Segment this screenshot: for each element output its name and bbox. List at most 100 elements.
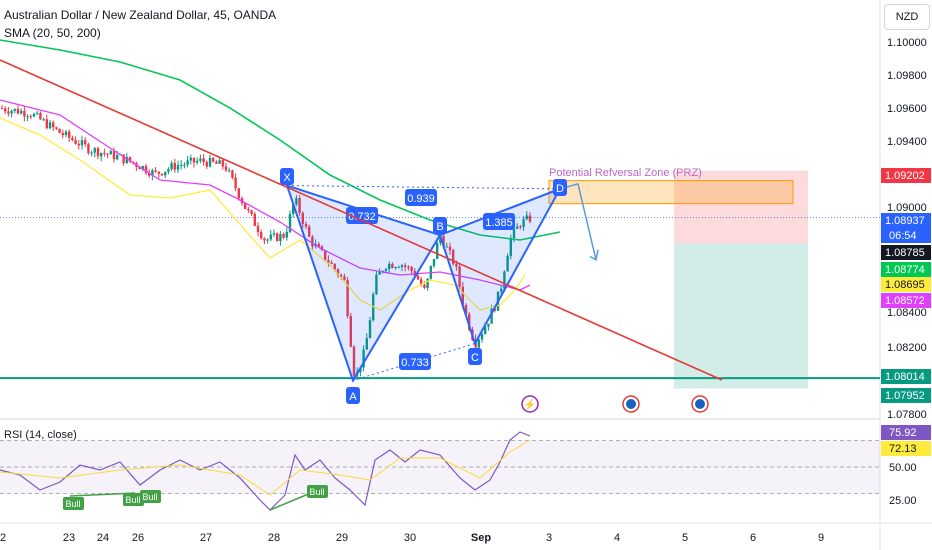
candle-body [432, 258, 436, 266]
candle-body [64, 131, 68, 136]
bull-label: Bull [65, 499, 80, 509]
rsi-pane: Bull Bull Bull Bull [0, 431, 531, 511]
candle-body [125, 157, 128, 164]
candle-body [260, 232, 263, 239]
candle-body [263, 238, 266, 241]
price-badge: 1.08785 [885, 247, 925, 259]
candle-body [311, 236, 314, 247]
candle-body [416, 275, 420, 280]
candle-body [509, 238, 512, 256]
candle-body [301, 213, 304, 224]
price-badge-bg [881, 213, 931, 243]
candle-body [308, 226, 311, 237]
candle-body [23, 110, 26, 117]
point-label-a: A [349, 391, 357, 403]
harmonic-pattern: X A B C D 0.732 0.939 1.385 0.733 Potential Refve… [280, 167, 702, 404]
candle-body [410, 266, 413, 272]
rsi-badge-bg [881, 441, 931, 456]
price-tick-label: 1.09600 [887, 103, 927, 115]
candle-body [292, 204, 295, 215]
candle-body [365, 338, 368, 350]
candle-body [512, 228, 516, 239]
candle-body [455, 263, 458, 267]
currency-badge[interactable]: NZD [884, 4, 930, 30]
rsi-badge: 72.13 [889, 443, 917, 455]
candle-body [340, 274, 343, 277]
indicator-legend[interactable]: SMA (20, 50, 200) [4, 26, 101, 40]
price-tick-label: 1.09000 [887, 202, 927, 214]
candle-body [244, 203, 247, 210]
point-label-b: B [436, 221, 443, 233]
bull-label-bg [63, 497, 84, 510]
candle-body [84, 140, 87, 145]
candle-body [375, 274, 378, 295]
candle-body [400, 265, 404, 268]
candle-body [205, 162, 208, 167]
rsi-legend[interactable]: RSI (14, close) [4, 429, 77, 441]
candle-body [404, 265, 407, 267]
prz-box [548, 180, 794, 205]
price-badge-bg [881, 277, 931, 292]
bull-label-bg [307, 485, 328, 498]
candle-body [420, 279, 423, 286]
trade-zones [0, 170, 880, 389]
time-tick-label: 29 [336, 532, 348, 544]
ratio-label-bg [405, 189, 437, 206]
flag-glyph-icon [626, 399, 636, 409]
candle-body [218, 160, 221, 164]
candle-body [189, 157, 192, 161]
price-badge: 1.08695 [885, 279, 925, 291]
rsi-badge-bg [881, 425, 931, 440]
price-labels: 1.09202 1.08937 1.08785 1.08774 1.08695 1.085… [881, 168, 931, 456]
candle-body [436, 242, 439, 259]
prz-annotation: Potential Refversal Zone (PRZ) [549, 167, 702, 179]
candle-body [90, 152, 93, 154]
price-tick-label: 1.08400 [887, 307, 927, 319]
bull-label: Bull [125, 495, 140, 505]
bull-label-bg [123, 493, 144, 506]
projection-arrowhead [589, 249, 599, 261]
candle-body [324, 250, 327, 261]
chart-title: Australian Dollar / New Zealand Dollar, … [4, 8, 277, 22]
candle-body [16, 108, 20, 114]
ratio-label-bg [483, 213, 515, 230]
candle-body [304, 223, 308, 227]
candle-body [464, 305, 468, 315]
candle-body [279, 233, 282, 242]
point-label-c-bg [468, 348, 482, 365]
candle-body [426, 278, 429, 289]
candle-body [164, 171, 167, 176]
price-tick-label: 1.09400 [887, 136, 927, 148]
candle-body [378, 271, 381, 275]
candle-body [522, 219, 525, 227]
candle-body [138, 166, 141, 170]
candle-body [202, 158, 205, 163]
candle-body [96, 148, 100, 157]
time-tick-label: 23 [63, 532, 75, 544]
candle-body [362, 349, 365, 368]
candle-body [144, 166, 148, 173]
price-badge: 1.07952 [885, 390, 925, 402]
ratio-label: 0.733 [401, 357, 429, 369]
time-tick-label: Sep [471, 532, 491, 544]
point-label-x: X [283, 172, 291, 184]
candle-body [224, 166, 228, 171]
candle-body [528, 215, 532, 222]
rsi-tick-label: 25.00 [889, 495, 917, 507]
candle-body [525, 215, 528, 220]
price-badge-bg [881, 262, 931, 277]
price-tick-label: 1.08200 [887, 342, 927, 354]
candle-body [39, 112, 42, 120]
candle-body [192, 157, 196, 163]
price-badge-bg [881, 369, 931, 384]
candle-body [500, 288, 503, 292]
candle-body [503, 271, 506, 289]
price-badge-bg [881, 168, 931, 183]
price-tick-label: 1.10000 [887, 37, 927, 49]
time-tick-label: 9 [818, 532, 824, 544]
candle-body [423, 285, 426, 289]
point-label-d: D [556, 183, 564, 195]
candle-body [327, 260, 330, 263]
time-tick-label: 3 [546, 532, 552, 544]
